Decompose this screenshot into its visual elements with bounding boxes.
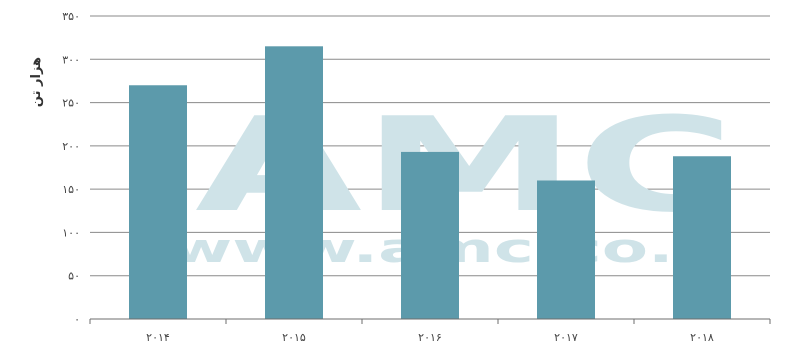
bar-4 xyxy=(673,156,731,319)
y-tick-label: ۰ xyxy=(74,313,80,326)
y-tick-label: ۳۰۰ xyxy=(62,53,80,66)
x-tick-label: ۲۰۱۴ xyxy=(146,331,170,344)
y-tick-label: ۳۵۰ xyxy=(62,10,80,23)
bars xyxy=(129,46,731,320)
bar-2 xyxy=(401,151,459,319)
y-tick-label: ۲۰۰ xyxy=(62,140,80,153)
bar-0 xyxy=(129,85,187,319)
x-tick-label: ۲۰۱۷ xyxy=(554,331,578,344)
y-tick-label: ۵۰ xyxy=(68,270,80,283)
y-tick-label: ۱۵۰ xyxy=(62,183,80,196)
bar-1 xyxy=(265,46,323,320)
x-tick-label: ۲۰۱۸ xyxy=(690,331,714,344)
y-tick-label: ۲۵۰ xyxy=(62,97,80,110)
axes: ۰ ۵۰ ۱۰۰ ۱۵۰ ۲۰۰ ۲۵۰ ۳۰۰ ۳۵۰ ۲۰۱۴ ۲۰۱۵ ۲۰۱۶ ۲۰۱۷ ۲۰۱… xyxy=(62,10,771,344)
bar-3 xyxy=(537,180,595,319)
x-tick-label: ۲۰۱۵ xyxy=(282,331,306,344)
y-tick-label: ۱۰۰ xyxy=(62,226,80,239)
y-axis-label: هزار تن xyxy=(29,57,44,107)
x-tick-label: ۲۰۱۶ xyxy=(418,331,442,344)
